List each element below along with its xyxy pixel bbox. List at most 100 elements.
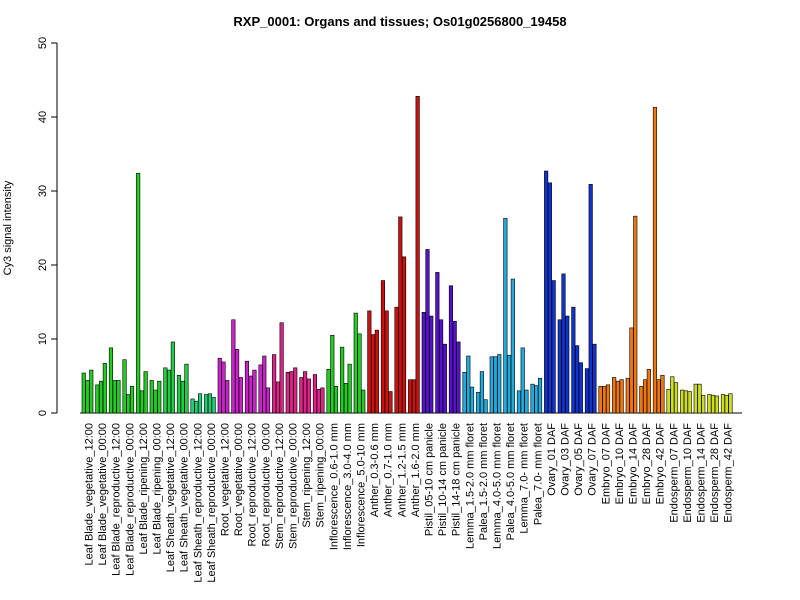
bar — [122, 359, 127, 414]
y-tick-label: 10 — [37, 333, 49, 345]
category-label: Root_vegetative_12:00 — [219, 423, 231, 536]
bar — [374, 329, 379, 414]
bar — [476, 391, 481, 414]
bar — [598, 386, 603, 414]
bar — [643, 379, 648, 414]
bar — [625, 377, 630, 414]
bar — [285, 371, 290, 414]
bar — [347, 363, 352, 414]
category-label: Anther_0.7-1.0 mm — [383, 423, 395, 517]
bar — [680, 389, 685, 414]
bar — [429, 315, 434, 414]
bar — [139, 390, 144, 414]
bar — [524, 389, 529, 414]
category-label: Leaf Blade_ripening_00:00 — [151, 423, 163, 555]
bar — [466, 355, 471, 414]
bar — [557, 319, 562, 414]
bar — [469, 386, 475, 414]
bar — [544, 170, 549, 414]
bar — [456, 341, 461, 414]
bar — [235, 349, 240, 414]
bar — [167, 369, 172, 414]
bar — [551, 280, 556, 414]
bar — [693, 383, 698, 414]
bar — [184, 363, 189, 414]
category-label: Ovary_01 DAF — [546, 423, 558, 496]
category-label: Endosperm_07 DAF — [668, 423, 680, 523]
bar — [394, 306, 399, 414]
bar — [687, 391, 692, 414]
bar — [612, 377, 617, 414]
bar — [207, 393, 212, 414]
bar — [497, 354, 502, 414]
bar — [711, 394, 716, 414]
bar — [225, 380, 230, 414]
category-label: Leaf Sheath_reproductive_00:00 — [206, 423, 218, 583]
bar — [652, 107, 658, 414]
bar — [367, 310, 372, 414]
bar — [714, 395, 719, 414]
bar — [592, 343, 597, 414]
bar — [357, 333, 362, 414]
bar — [534, 385, 539, 414]
bar — [265, 387, 271, 414]
category-label: Lemma_1.5-2.0 mm floret — [464, 423, 476, 549]
y-tick-label: 20 — [37, 259, 49, 271]
category-label: Inflorescence_0.6-1.0 mm — [328, 423, 340, 550]
bar — [728, 393, 733, 414]
bar — [493, 356, 498, 414]
bar — [720, 394, 726, 414]
category-label: Leaf Blade_vegetative_00:00 — [97, 423, 109, 566]
category-label: Pistil_14-18 cm panicle — [451, 423, 463, 536]
category-label: Leaf Blade_reproductive_12:00 — [111, 423, 123, 576]
bar — [411, 379, 416, 414]
bar — [149, 380, 154, 414]
bar — [673, 382, 679, 414]
category-label: Leaf Sheath_vegetative_12:00 — [165, 423, 177, 572]
bar — [293, 367, 298, 414]
bar — [95, 384, 100, 414]
bar — [316, 389, 321, 414]
bar — [479, 371, 484, 414]
bar — [615, 380, 620, 414]
bar — [507, 354, 512, 414]
bar — [312, 374, 318, 414]
bar — [116, 380, 121, 414]
category-label: Anther_1.2-1.5 mm — [396, 423, 408, 517]
bar — [633, 215, 638, 414]
category-label: Leaf Sheath_vegetative_00:00 — [179, 423, 191, 572]
bar — [646, 369, 651, 414]
bar — [425, 249, 430, 414]
category-label: Anther_1.6-2.0 mm — [410, 423, 422, 517]
bar — [619, 379, 624, 414]
bar — [102, 363, 107, 414]
category-label: Stem_reproductive_12:00 — [274, 423, 286, 549]
category-label: Palea_1.5-2.0 mm floret — [478, 423, 490, 540]
bar — [198, 393, 203, 414]
category-label: Leaf Blade_ripening_12:00 — [138, 423, 150, 555]
bar — [510, 278, 515, 414]
bar — [656, 379, 661, 414]
category-label: Leaf Blade_vegetative_12:00 — [83, 423, 95, 566]
bar — [333, 386, 339, 414]
category-label: Endosperm_14 DAF — [695, 423, 707, 523]
bar — [221, 361, 226, 414]
bar — [85, 380, 90, 414]
bar — [571, 306, 576, 414]
bar — [380, 280, 386, 414]
bar — [565, 315, 570, 414]
y-tick-label: 50 — [37, 37, 49, 49]
bar — [547, 182, 552, 414]
bar — [289, 371, 294, 414]
category-label: Endosperm_28 DAF — [709, 423, 721, 523]
category-label: Ovary_03 DAF — [559, 423, 571, 496]
category-label: Root_reproductive_00:00 — [260, 423, 272, 547]
bar — [217, 357, 222, 414]
bar — [170, 341, 175, 414]
bar — [244, 360, 249, 414]
bar — [258, 364, 263, 414]
bar — [176, 374, 181, 414]
category-labels: Leaf Blade_vegetative_12:00 Leaf Blade_ve… — [83, 423, 734, 583]
bar — [448, 285, 454, 414]
bars — [81, 95, 733, 414]
